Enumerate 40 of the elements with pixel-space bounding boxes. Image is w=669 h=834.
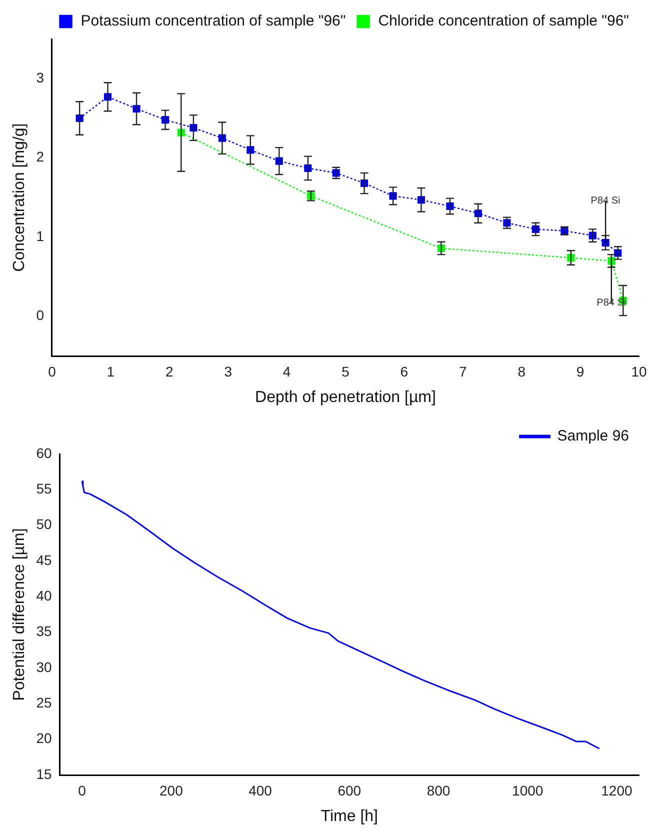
y-tick-label: 0 (36, 307, 44, 324)
x-tick-label: 600 (338, 782, 362, 798)
x-axis-title: Time [h] (320, 808, 378, 825)
y-tick-label: 2 (36, 148, 44, 165)
legend-label: Chloride concentration of sample "96" (378, 12, 630, 30)
x-tick-label: 6 (400, 363, 408, 380)
y-tick-label: 45 (36, 552, 52, 568)
x-tick-label: 200 (159, 782, 184, 798)
legend-label: Sample 96 (557, 428, 630, 445)
y-tick-label: 50 (36, 516, 52, 532)
x-tick-label: 9 (576, 363, 584, 380)
x-tick-label: 400 (248, 782, 272, 798)
x-tick-label: 4 (282, 363, 291, 380)
x-tick-label: 7 (458, 363, 467, 380)
y-tick-label: 40 (36, 588, 52, 604)
x-tick-label: 3 (224, 363, 232, 380)
x-tick-label: 1 (106, 363, 115, 380)
x-tick-label: 8 (518, 363, 526, 380)
x-tick-label: 1200 (601, 782, 632, 798)
x-tick-label: 2 (165, 363, 174, 380)
x-tick-label: 10 (631, 363, 647, 380)
y-tick-label: 35 (36, 623, 52, 640)
y-tick-label: 15 (36, 766, 52, 782)
y-tick-label: 25 (36, 694, 52, 711)
y-tick-label: 3 (36, 69, 44, 86)
legend-label: Potassium concentration of sample "96" (80, 12, 346, 30)
x-tick-label: 5 (342, 363, 350, 380)
y-tick-label: 55 (36, 480, 52, 497)
y-tick-label: 30 (36, 658, 52, 675)
y-axis-title: Potential difference [µm] (11, 528, 28, 701)
y-tick-label: 20 (36, 730, 52, 746)
y-axis-title: Concentration [mg/g] (11, 123, 28, 272)
x-tick-label: 1000 (512, 782, 544, 798)
x-axis-title: Depth of penetration [µm] (255, 388, 436, 406)
y-tick-label: 60 (36, 444, 52, 461)
annotation: P84 Si (596, 298, 626, 309)
x-tick-label: 800 (426, 782, 450, 798)
x-tick-label: 0 (78, 782, 86, 798)
y-tick-label: 1 (36, 228, 44, 244)
annotation: P84 Si (590, 195, 620, 206)
